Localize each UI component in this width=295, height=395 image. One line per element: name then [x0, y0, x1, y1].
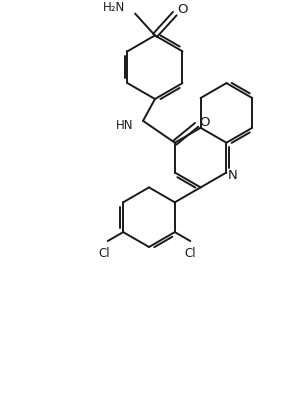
Text: Cl: Cl [98, 247, 109, 260]
Text: H₂N: H₂N [103, 1, 125, 14]
Text: Cl: Cl [184, 247, 196, 260]
Text: HN: HN [116, 119, 133, 132]
Text: O: O [178, 3, 188, 16]
Text: N: N [227, 169, 237, 182]
Text: O: O [199, 117, 210, 129]
